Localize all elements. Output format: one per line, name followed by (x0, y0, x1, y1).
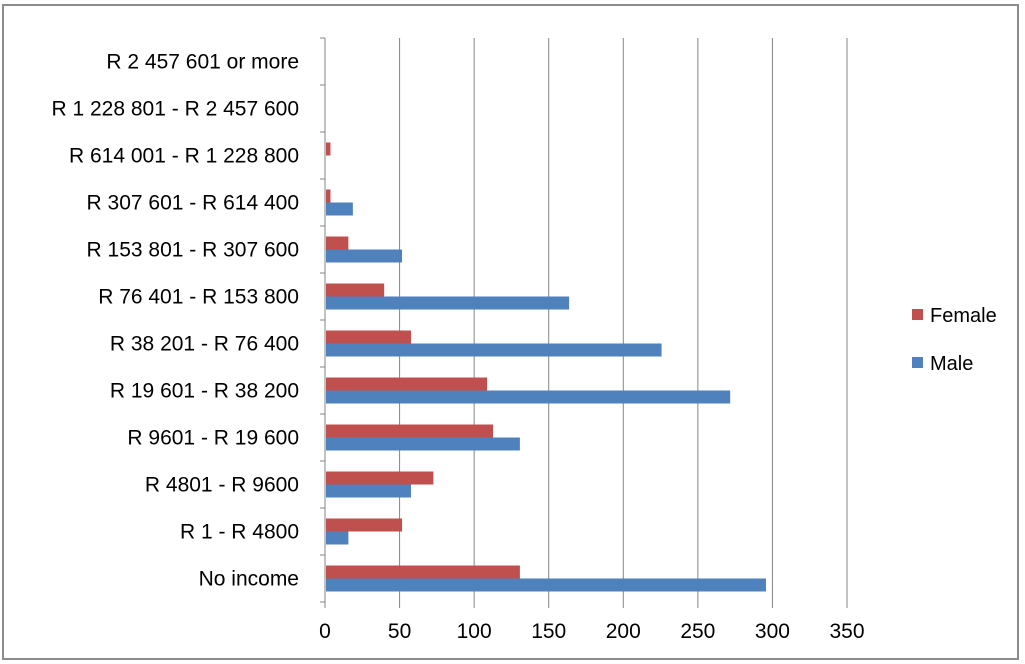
category-labels: No income R 1 - R 4800 R 4801 - R 9600 R 96… (51, 51, 299, 591)
category-label-10: R 1 228 801 - R 2 457 600 (51, 98, 299, 121)
category-label-0: No income (199, 568, 299, 591)
bar-male-2 (326, 484, 412, 498)
gridlines (399, 38, 848, 602)
bar-male-1 (326, 531, 349, 545)
bar-female-9 (326, 142, 331, 156)
bar-female-2 (326, 471, 434, 485)
category-label-8: R 307 601 - R 614 400 (87, 192, 299, 215)
bars (326, 142, 766, 592)
x-tick-label-250: 250 (680, 620, 715, 643)
bar-male-6 (326, 296, 570, 310)
bar-male-5 (326, 343, 662, 357)
x-tick-label-200: 200 (606, 620, 641, 643)
bar-female-0 (326, 565, 520, 579)
x-tick-label-300: 300 (755, 620, 790, 643)
category-label-5: R 38 201 - R 76 400 (110, 333, 299, 356)
bar-male-3 (326, 437, 520, 451)
bar-female-5 (326, 330, 412, 344)
bar-female-7 (326, 236, 349, 250)
legend-label-female: Female (930, 305, 997, 327)
bar-female-1 (326, 518, 403, 532)
bar-male-4 (326, 390, 731, 404)
bar-male-7 (326, 249, 403, 263)
category-label-1: R 1 - R 4800 (180, 521, 299, 544)
legend-label-male: Male (930, 353, 973, 375)
legend-swatch-female (912, 309, 923, 320)
bar-male-0 (326, 578, 766, 592)
category-label-7: R 153 801 - R 307 600 (87, 239, 299, 262)
legend-swatch-male (912, 357, 923, 368)
x-tick-label-100: 100 (457, 620, 492, 643)
x-tick-label-50: 50 (388, 620, 411, 643)
x-tick-label-150: 150 (531, 620, 566, 643)
bar-female-3 (326, 424, 494, 438)
legend: Female Male (912, 305, 997, 375)
bar-female-4 (326, 377, 488, 391)
axes (320, 37, 848, 608)
category-label-9: R 614 001 - R 1 228 800 (69, 145, 299, 168)
category-label-11: R 2 457 601 or more (106, 51, 299, 74)
bar-male-8 (326, 202, 353, 216)
category-label-3: R 9601 - R 19 600 (127, 427, 299, 450)
x-tick-label-350: 350 (829, 620, 864, 643)
bar-female-8 (326, 189, 331, 203)
x-tick-label-0: 0 (319, 620, 331, 643)
category-label-2: R 4801 - R 9600 (145, 474, 299, 497)
chart-frame (2, 4, 1019, 660)
x-tick-labels: 0 50 100 150 200 250 300 350 (319, 620, 864, 643)
category-label-6: R 76 401 - R 153 800 (98, 286, 299, 309)
category-label-4: R 19 601 - R 38 200 (110, 380, 299, 403)
bar-female-6 (326, 283, 385, 297)
